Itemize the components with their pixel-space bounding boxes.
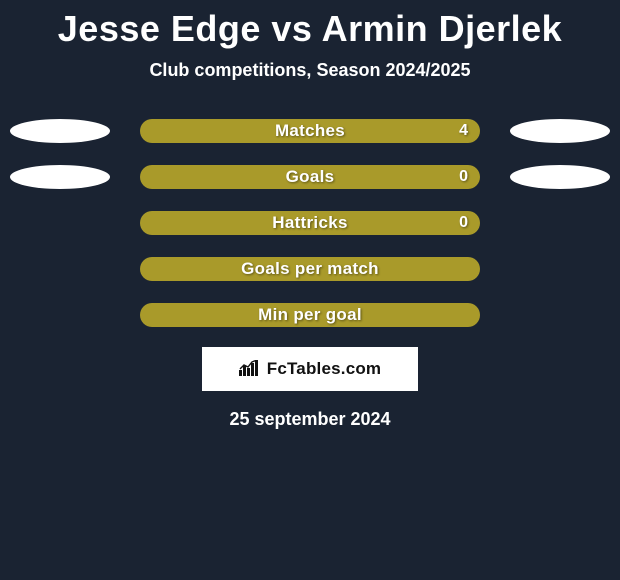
stat-label: Goals: [286, 167, 335, 187]
right-marker-ellipse: [510, 119, 610, 143]
stat-row-matches: Matches 4: [0, 119, 620, 143]
stat-bar: Goals per match: [140, 257, 480, 281]
stat-row-min-per-goal: Min per goal: [0, 303, 620, 327]
stat-row-hattricks: Hattricks 0: [0, 211, 620, 235]
stat-bar: Hattricks 0: [140, 211, 480, 235]
stat-rows: Matches 4 Goals 0 Hattricks 0 Goals per …: [0, 119, 620, 327]
source-badge-text: FcTables.com: [267, 359, 382, 379]
stat-value: 0: [459, 214, 468, 232]
stat-value: 0: [459, 168, 468, 186]
stat-bar: Matches 4: [140, 119, 480, 143]
stat-bar: Min per goal: [140, 303, 480, 327]
stat-label: Goals per match: [241, 259, 379, 279]
stat-label: Hattricks: [272, 213, 347, 233]
left-marker-ellipse: [10, 165, 110, 189]
stat-bar: Goals 0: [140, 165, 480, 189]
page-subtitle: Club competitions, Season 2024/2025: [149, 60, 470, 81]
stat-row-goals-per-match: Goals per match: [0, 257, 620, 281]
stat-value: 4: [459, 122, 468, 140]
source-badge: FcTables.com: [202, 347, 418, 391]
stat-label: Min per goal: [258, 305, 362, 325]
left-marker-ellipse: [10, 119, 110, 143]
stat-label: Matches: [275, 121, 345, 141]
generation-date: 25 september 2024: [229, 409, 390, 430]
stat-row-goals: Goals 0: [0, 165, 620, 189]
infographic-container: Jesse Edge vs Armin Djerlek Club competi…: [0, 0, 620, 430]
page-title: Jesse Edge vs Armin Djerlek: [58, 8, 562, 50]
right-marker-ellipse: [510, 165, 610, 189]
bar-chart-icon: [239, 360, 261, 378]
